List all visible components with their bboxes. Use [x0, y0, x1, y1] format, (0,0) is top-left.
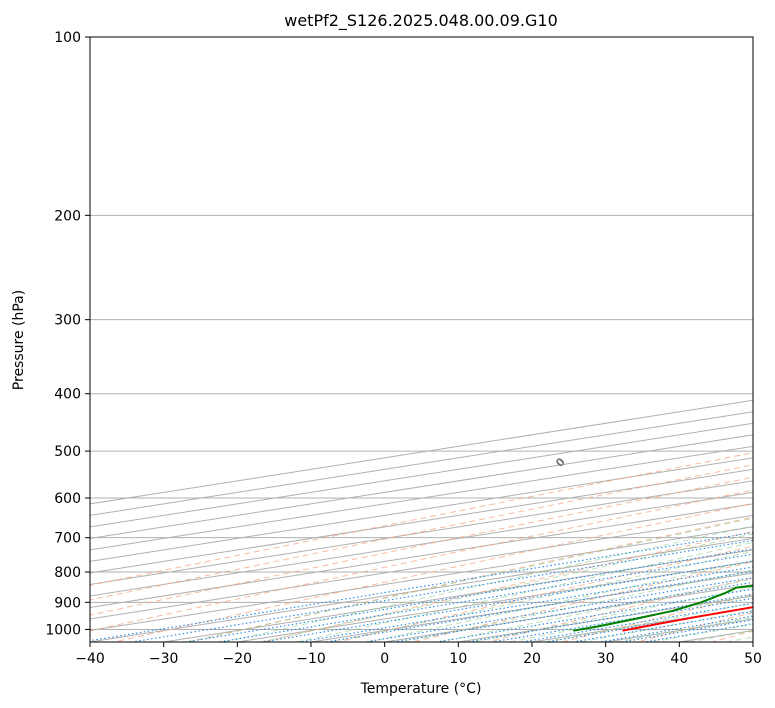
y-tick-label: 800: [54, 565, 81, 581]
dry-adiabat-line: [188, 516, 753, 642]
x-tick-label: 50: [744, 651, 762, 667]
dry-adiabat-line: [636, 611, 753, 642]
isotherm-line: [90, 526, 753, 631]
x-tick-label: 40: [670, 651, 688, 667]
isotherm-line: [90, 514, 753, 620]
x-tick-label: 0: [380, 651, 389, 667]
moist-adiabat-line: [187, 517, 753, 642]
isotherm-line: [90, 491, 753, 597]
mixing-ratio-line: [131, 539, 753, 642]
y-tick-label: 700: [54, 531, 81, 547]
isotherm-line: [384, 583, 753, 642]
isotherm-line: [90, 422, 753, 528]
mixing-ratio-line: [436, 588, 753, 642]
moist-adiabat-line: [296, 541, 753, 642]
y-tick-label: 100: [54, 30, 81, 46]
isotherm-line: [90, 445, 753, 551]
y-tick-label: 300: [54, 313, 81, 329]
x-tick-label: 10: [449, 651, 467, 667]
isotherm-line: [163, 549, 753, 642]
y-tick-label: 400: [54, 387, 81, 403]
plot-area: 0.10.20.40.611.52346810131620253036-100-…: [90, 37, 753, 642]
y-tick-label: 1000: [45, 622, 81, 638]
moist-adiabat-line: [331, 550, 753, 642]
y-axis-label: Pressure (hPa): [11, 290, 27, 390]
isotherm-line: [605, 618, 753, 642]
y-tick-label: 600: [54, 491, 81, 507]
moist-adiabat-line: [616, 616, 753, 642]
y-tick-label: 500: [54, 444, 81, 460]
y-tick-label: 900: [54, 595, 81, 611]
mixing-ratio-line: [218, 553, 753, 642]
mixing-ratio-line: [394, 581, 753, 642]
moist-adiabat-line: [689, 630, 753, 642]
x-tick-label: −20: [223, 651, 253, 667]
isotherm-line: [90, 399, 753, 505]
dry-adiabat-line: [263, 530, 753, 642]
isotherm-line: [310, 572, 753, 642]
x-tick-label: 20: [523, 651, 541, 667]
moist-adiabat-line: [509, 595, 753, 642]
isotherm-line: [90, 537, 753, 642]
plot-frame: [89, 36, 754, 643]
isotherm-line: [679, 629, 753, 642]
dewpoint-profile-line: [573, 584, 753, 632]
x-tick-label: −30: [149, 651, 179, 667]
isotherm-line: [237, 560, 753, 642]
mixing-ratio-line: [326, 570, 753, 642]
temperature-profile-line: [622, 606, 753, 632]
moist-adiabat-line: [403, 569, 753, 642]
isotherm-line: [90, 434, 753, 539]
y-tick-label: 200: [54, 208, 81, 224]
isotherm-line: [90, 468, 753, 574]
isotherm-line: [752, 641, 753, 642]
mixing-ratio-line: [90, 532, 753, 642]
moist-adiabat-line: [544, 602, 753, 642]
isotherm-line: [90, 457, 753, 562]
mixing-ratio-line: [262, 560, 753, 642]
moist-adiabat-line: [367, 560, 753, 642]
dry-adiabat-line: [487, 577, 753, 642]
x-tick-label: −40: [75, 651, 105, 667]
moist-adiabat-line: [223, 525, 753, 642]
isotherm-line: [90, 503, 753, 608]
dry-adiabat-line: [338, 545, 753, 642]
adiabat-label: 0: [553, 455, 568, 470]
chart-title: wetPf2_S126.2025.048.00.09.G10: [284, 11, 558, 31]
axes: −40 −30 −20 −10 0 10 20 30 40 50 100 200 300 400 500 60…: [45, 30, 762, 667]
moist-adiabat-line: [438, 578, 753, 642]
isotherm-line: [458, 595, 753, 642]
x-tick-label: −10: [296, 651, 326, 667]
x-tick-label: 30: [597, 651, 615, 667]
dry-adiabat-line: [90, 489, 753, 632]
dry-adiabat-line: [90, 452, 753, 586]
moist-adiabat-line: [260, 533, 753, 642]
moist-adiabat-line: [725, 636, 753, 642]
isotherm-line: [90, 480, 753, 585]
dry-adiabat-line: [90, 476, 753, 616]
mixing-ratio-line: [365, 577, 753, 642]
isotherm-line: [90, 411, 753, 516]
mixing-ratio-line: [622, 619, 753, 642]
mixing-ratio-line: [299, 566, 753, 642]
dry-adiabat-line: [90, 464, 753, 601]
mixing-ratio-line: [599, 615, 753, 642]
x-axis-label: Temperature (°C): [360, 681, 482, 697]
